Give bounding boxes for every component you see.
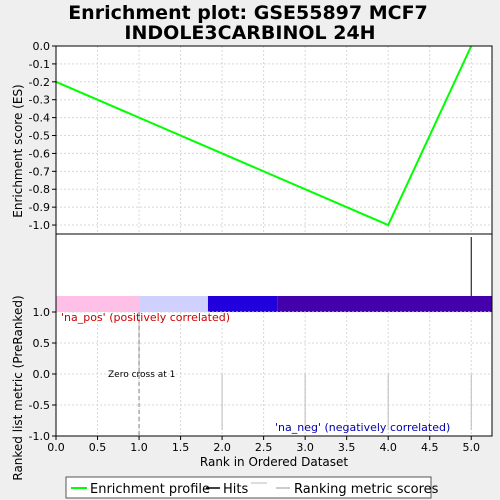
xtick-label: 3.0 <box>296 441 314 454</box>
ranking-colorbar <box>56 296 492 312</box>
metric-axis-label: Ranked list metric (PreRanked) <box>11 295 25 480</box>
zero-cross-label: Zero cross at 1 <box>108 370 175 380</box>
xtick-label: 1.5 <box>172 441 190 454</box>
plot-frame <box>55 45 493 437</box>
xtick-label: 0.5 <box>89 441 107 454</box>
hits-plot-background <box>56 234 492 296</box>
metric-ytick-label: 1.0 <box>33 306 51 319</box>
es-ytick-label: -0.2 <box>29 76 50 89</box>
metric-ytick-label: -1.0 <box>29 430 50 443</box>
es-axis-label: Enrichment score (ES) <box>11 84 25 217</box>
xtick-label: 0.0 <box>47 441 65 454</box>
colorbar-segment <box>56 296 140 312</box>
xtick-label: 4.5 <box>421 441 439 454</box>
es-ytick-label: 0.0 <box>33 40 51 53</box>
hits-panel <box>56 234 492 296</box>
legend: Enrichment profile Hits Ranking metric s… <box>65 476 439 499</box>
legend-label-metric: Ranking metric scores <box>294 482 439 497</box>
xtick-label: 2.5 <box>255 441 273 454</box>
metric-ytick-label: -0.5 <box>29 399 50 412</box>
colorbar-segment <box>139 296 208 312</box>
es-ytick-label: -0.5 <box>29 130 50 143</box>
legend-label-hits: Hits <box>223 482 248 497</box>
metric-ytick-label: 0.5 <box>33 337 51 350</box>
colorbar-segment <box>207 296 278 312</box>
es-ytick-label: -0.7 <box>29 165 50 178</box>
metric-panel: 1.0 0.5 0.0 -0.5 -1.0 0.0 0.5 1.0 1.5 2.0 2.5 3.0 3… <box>11 295 492 481</box>
es-ytick-label: -1.0 <box>29 219 50 232</box>
x-axis-label: Rank in Ordered Dataset <box>200 455 348 469</box>
chart-title-line2: INDOLE3CARBINOL 24H <box>124 22 375 44</box>
xtick-label: 2.0 <box>213 441 231 454</box>
es-ytick-label: -0.4 <box>29 112 50 125</box>
legend-label-enrichment: Enrichment profile <box>90 482 210 497</box>
xtick-label: 4.0 <box>379 441 397 454</box>
es-yticks: 0.0 -0.1 -0.2 -0.3 -0.4 -0.5 -0.6 -0.7 -0.8 -0.9 -… <box>29 40 56 232</box>
xtick-label: 3.5 <box>338 441 356 454</box>
neg-correlated-label: 'na_neg' (negatively correlated) <box>275 421 450 434</box>
colorbar-segment <box>277 296 492 312</box>
es-plot-background <box>56 46 492 234</box>
xtick-label: 5.0 <box>462 441 480 454</box>
es-ytick-label: -0.9 <box>29 201 50 214</box>
es-ytick-label: -0.1 <box>29 58 50 71</box>
chart-title-line1: Enrichment plot: GSE55897 MCF7 <box>68 2 428 24</box>
es-panel: 0.0 -0.1 -0.2 -0.3 -0.4 -0.5 -0.6 -0.7 -0.8 -0.9 -… <box>11 40 492 234</box>
es-grid <box>55 45 492 234</box>
es-ytick-label: -0.8 <box>29 183 50 196</box>
es-ytick-label: -0.3 <box>29 94 50 107</box>
metric-yticks: 1.0 0.5 0.0 -0.5 -1.0 <box>29 306 56 443</box>
pos-correlated-label: 'na_pos' (positively correlated) <box>61 311 230 324</box>
xtick-label: 1.0 <box>130 441 148 454</box>
enrichment-profile-line <box>55 45 473 227</box>
metric-ytick-label: 0.0 <box>33 368 51 381</box>
metric-xticks: 0.0 0.5 1.0 1.5 2.0 2.5 3.0 3.5 4.0 4.5 5.0 <box>47 436 480 454</box>
es-ytick-label: -0.6 <box>29 147 50 160</box>
legend-box <box>65 476 432 499</box>
